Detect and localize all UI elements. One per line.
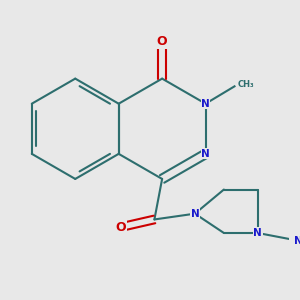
Text: N: N [253, 228, 262, 238]
Text: N: N [201, 99, 210, 109]
Text: CH₃: CH₃ [237, 80, 254, 89]
Text: N: N [190, 209, 199, 219]
Text: N: N [201, 149, 210, 159]
Text: O: O [157, 35, 167, 49]
Text: O: O [115, 221, 126, 234]
Text: N: N [294, 236, 300, 246]
